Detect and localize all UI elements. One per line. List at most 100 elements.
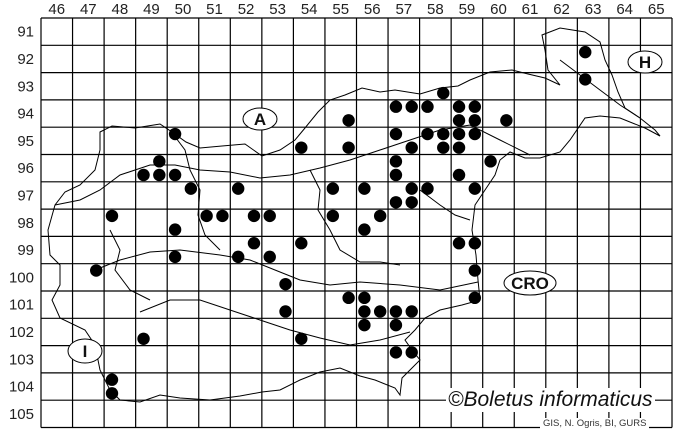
row-label: 97 bbox=[17, 187, 34, 204]
occurrence-dot bbox=[468, 264, 482, 277]
occurrence-dot bbox=[295, 332, 308, 345]
occurrence-dot bbox=[216, 209, 229, 223]
region-label-text: A bbox=[254, 110, 266, 129]
occurrence-dot bbox=[421, 100, 434, 113]
river-line bbox=[559, 59, 641, 119]
column-label: 49 bbox=[143, 1, 160, 18]
occurrence-dot bbox=[389, 168, 403, 182]
occurrence-dot bbox=[279, 305, 292, 318]
region-label-croatia: CRO bbox=[503, 270, 557, 296]
occurrence-dot bbox=[452, 168, 466, 182]
row-labels: 91 92 93 94 95 96 97 98 99 100 101 102 103 104 105 bbox=[9, 24, 34, 423]
row-label: 91 bbox=[17, 24, 34, 41]
river-line bbox=[94, 249, 479, 291]
row-label: 105 bbox=[9, 406, 34, 423]
column-label: 55 bbox=[332, 1, 349, 18]
column-label: 58 bbox=[427, 1, 444, 18]
occurrence-dot bbox=[295, 141, 308, 154]
row-label: 100 bbox=[9, 269, 34, 286]
occurrence-dot bbox=[484, 155, 497, 168]
column-label: 65 bbox=[648, 1, 665, 18]
river-line bbox=[109, 229, 151, 301]
occurrence-dot bbox=[389, 100, 403, 113]
column-label: 61 bbox=[522, 1, 539, 18]
occurrence-dot bbox=[389, 127, 403, 141]
occurrence-dot bbox=[326, 182, 340, 195]
occurrence-dot bbox=[184, 182, 198, 195]
column-labels: 46 47 48 49 50 51 52 53 54 55 56 57 58 59 60 61 62 63 64 65 bbox=[48, 1, 664, 18]
column-label: 54 bbox=[301, 1, 318, 18]
row-label: 99 bbox=[17, 242, 34, 259]
river-line bbox=[419, 189, 471, 221]
column-label: 53 bbox=[269, 1, 286, 18]
column-label: 56 bbox=[364, 1, 381, 18]
occurrence-dot bbox=[263, 250, 276, 264]
occurrence-dot bbox=[168, 127, 182, 141]
row-label: 95 bbox=[17, 133, 34, 150]
region-label-italy: I bbox=[67, 338, 103, 364]
occurrence-dot bbox=[405, 196, 418, 209]
column-label: 59 bbox=[459, 1, 476, 18]
occurrence-dot bbox=[168, 223, 182, 236]
column-label: 50 bbox=[175, 1, 192, 18]
row-label: 94 bbox=[17, 106, 34, 123]
occurrence-dot bbox=[405, 182, 418, 195]
occurrence-dot bbox=[342, 114, 355, 127]
occurrence-dot bbox=[342, 141, 355, 154]
occurrence-dots bbox=[90, 45, 592, 400]
occurrence-dot bbox=[279, 277, 292, 291]
occurrence-dot bbox=[500, 114, 513, 127]
occurrence-dot bbox=[200, 209, 213, 223]
row-label: 92 bbox=[17, 51, 34, 68]
occurrence-dot bbox=[421, 182, 434, 195]
column-label: 62 bbox=[553, 1, 570, 18]
occurrence-dot bbox=[437, 141, 450, 154]
occurrence-dot bbox=[389, 196, 403, 209]
occurrence-dot bbox=[358, 291, 371, 305]
column-label: 52 bbox=[238, 1, 255, 18]
occurrence-dot bbox=[468, 237, 482, 250]
row-label: 101 bbox=[9, 297, 34, 314]
column-label: 51 bbox=[206, 1, 223, 18]
occurrence-dot bbox=[468, 127, 482, 141]
column-label: 48 bbox=[112, 1, 129, 18]
occurrence-dot bbox=[168, 250, 182, 264]
occurrence-dot bbox=[358, 223, 371, 236]
occurrence-dot bbox=[263, 209, 276, 223]
column-label: 60 bbox=[490, 1, 507, 18]
occurrence-dot bbox=[468, 291, 482, 305]
occurrence-dot bbox=[153, 155, 166, 168]
occurrence-dot bbox=[105, 209, 119, 223]
occurrence-dot bbox=[452, 114, 466, 127]
region-label-austria: A bbox=[242, 107, 278, 131]
occurrence-dot bbox=[389, 318, 403, 332]
occurrence-dot bbox=[231, 182, 245, 195]
column-label: 64 bbox=[616, 1, 633, 18]
occurrence-dot bbox=[389, 346, 403, 359]
occurrence-dot bbox=[247, 237, 261, 250]
occurrence-dot bbox=[90, 264, 103, 277]
occurrence-dot bbox=[405, 305, 418, 318]
occurrence-dot bbox=[389, 155, 403, 168]
column-label: 46 bbox=[48, 1, 65, 18]
occurrence-dot bbox=[405, 346, 418, 359]
occurrence-dot bbox=[105, 373, 119, 386]
occurrence-dot bbox=[153, 168, 166, 182]
occurrence-dot bbox=[421, 127, 434, 141]
river-line bbox=[169, 129, 221, 251]
occurrence-dot bbox=[468, 114, 482, 127]
occurrence-dot bbox=[452, 141, 466, 154]
column-label: 47 bbox=[80, 1, 97, 18]
copyright-text: ©Boletus informaticus bbox=[446, 388, 655, 412]
occurrence-dot bbox=[373, 305, 387, 318]
grid bbox=[40, 17, 673, 429]
row-label: 104 bbox=[9, 379, 34, 396]
occurrence-dot bbox=[452, 100, 466, 113]
river-line bbox=[309, 169, 401, 266]
occurrence-dot bbox=[358, 318, 371, 332]
occurrence-dot bbox=[373, 209, 387, 223]
occurrence-dot bbox=[579, 73, 592, 86]
region-label-hungary: H bbox=[627, 50, 663, 74]
